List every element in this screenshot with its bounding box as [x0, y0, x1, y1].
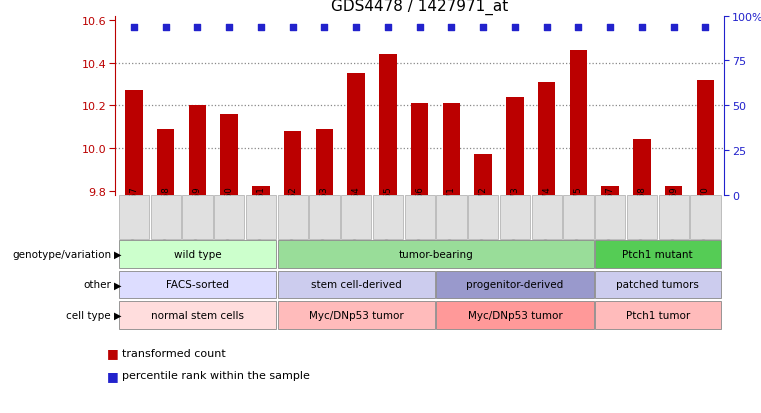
Point [287, 25, 299, 31]
Point [128, 25, 140, 31]
Bar [633, 140, 651, 195]
Point [382, 25, 394, 31]
Point [667, 25, 680, 31]
Point [350, 25, 362, 31]
Bar [189, 106, 206, 195]
Text: GSM842161: GSM842161 [256, 186, 266, 239]
Point [223, 25, 235, 31]
Bar [665, 187, 683, 195]
Point [572, 25, 584, 31]
Point [509, 25, 521, 31]
Text: GSM842173: GSM842173 [511, 186, 520, 239]
Text: progenitor-derived: progenitor-derived [466, 280, 564, 290]
Text: ■: ■ [107, 369, 118, 382]
Text: GSM842169: GSM842169 [669, 186, 678, 239]
Bar [316, 129, 333, 195]
Bar [443, 104, 460, 195]
Text: GSM842172: GSM842172 [479, 186, 488, 239]
Text: tumor-bearing: tumor-bearing [398, 249, 473, 260]
Point [477, 25, 489, 31]
Text: percentile rank within the sample: percentile rank within the sample [122, 370, 310, 380]
Bar [284, 131, 301, 195]
Text: GSM842157: GSM842157 [129, 186, 139, 239]
Text: GSM842164: GSM842164 [352, 186, 361, 239]
Point [414, 25, 426, 31]
Text: ▶: ▶ [114, 310, 122, 320]
Bar [570, 50, 587, 195]
Text: cell type: cell type [66, 310, 111, 320]
Text: patched tumors: patched tumors [616, 280, 699, 290]
Point [636, 25, 648, 31]
Bar [601, 187, 619, 195]
Point [699, 25, 712, 31]
Bar [252, 187, 269, 195]
Text: other: other [83, 280, 111, 290]
Text: GSM842167: GSM842167 [606, 186, 615, 239]
Bar [348, 74, 365, 195]
Text: GSM842166: GSM842166 [416, 186, 424, 239]
Text: ▶: ▶ [114, 249, 122, 260]
Text: GSM842162: GSM842162 [288, 186, 298, 239]
Bar [411, 104, 428, 195]
Text: GSM842163: GSM842163 [320, 186, 329, 239]
Text: GSM842158: GSM842158 [161, 186, 170, 239]
Text: GSM842170: GSM842170 [701, 186, 710, 239]
Bar [538, 83, 556, 195]
Bar [221, 114, 238, 195]
Point [604, 25, 616, 31]
Text: GSM842171: GSM842171 [447, 186, 456, 239]
Bar [474, 155, 492, 195]
Text: Myc/DNp53 tumor: Myc/DNp53 tumor [309, 310, 403, 320]
Point [318, 25, 330, 31]
Text: GSM842165: GSM842165 [384, 186, 393, 239]
Point [191, 25, 203, 31]
Bar [379, 55, 396, 195]
Point [445, 25, 457, 31]
Bar [157, 129, 174, 195]
Text: FACS-sorted: FACS-sorted [166, 280, 229, 290]
Text: GSM842159: GSM842159 [193, 186, 202, 239]
Text: GSM842160: GSM842160 [224, 186, 234, 239]
Point [540, 25, 552, 31]
Text: GSM842168: GSM842168 [638, 186, 646, 239]
Point [255, 25, 267, 31]
Title: GDS4478 / 1427971_at: GDS4478 / 1427971_at [331, 0, 508, 15]
Text: transformed count: transformed count [122, 348, 225, 358]
Text: Myc/DNp53 tumor: Myc/DNp53 tumor [467, 310, 562, 320]
Text: wild type: wild type [174, 249, 221, 260]
Text: GSM842174: GSM842174 [542, 186, 551, 239]
Bar [506, 97, 524, 195]
Point [160, 25, 172, 31]
Text: ■: ■ [107, 346, 118, 359]
Text: ▶: ▶ [114, 280, 122, 290]
Bar [696, 81, 714, 195]
Text: Ptch1 mutant: Ptch1 mutant [622, 249, 693, 260]
Text: genotype/variation: genotype/variation [12, 249, 111, 260]
Text: stem cell-derived: stem cell-derived [310, 280, 402, 290]
Bar [126, 91, 143, 195]
Text: Ptch1 tumor: Ptch1 tumor [626, 310, 690, 320]
Text: GSM842175: GSM842175 [574, 186, 583, 239]
Text: normal stem cells: normal stem cells [151, 310, 244, 320]
